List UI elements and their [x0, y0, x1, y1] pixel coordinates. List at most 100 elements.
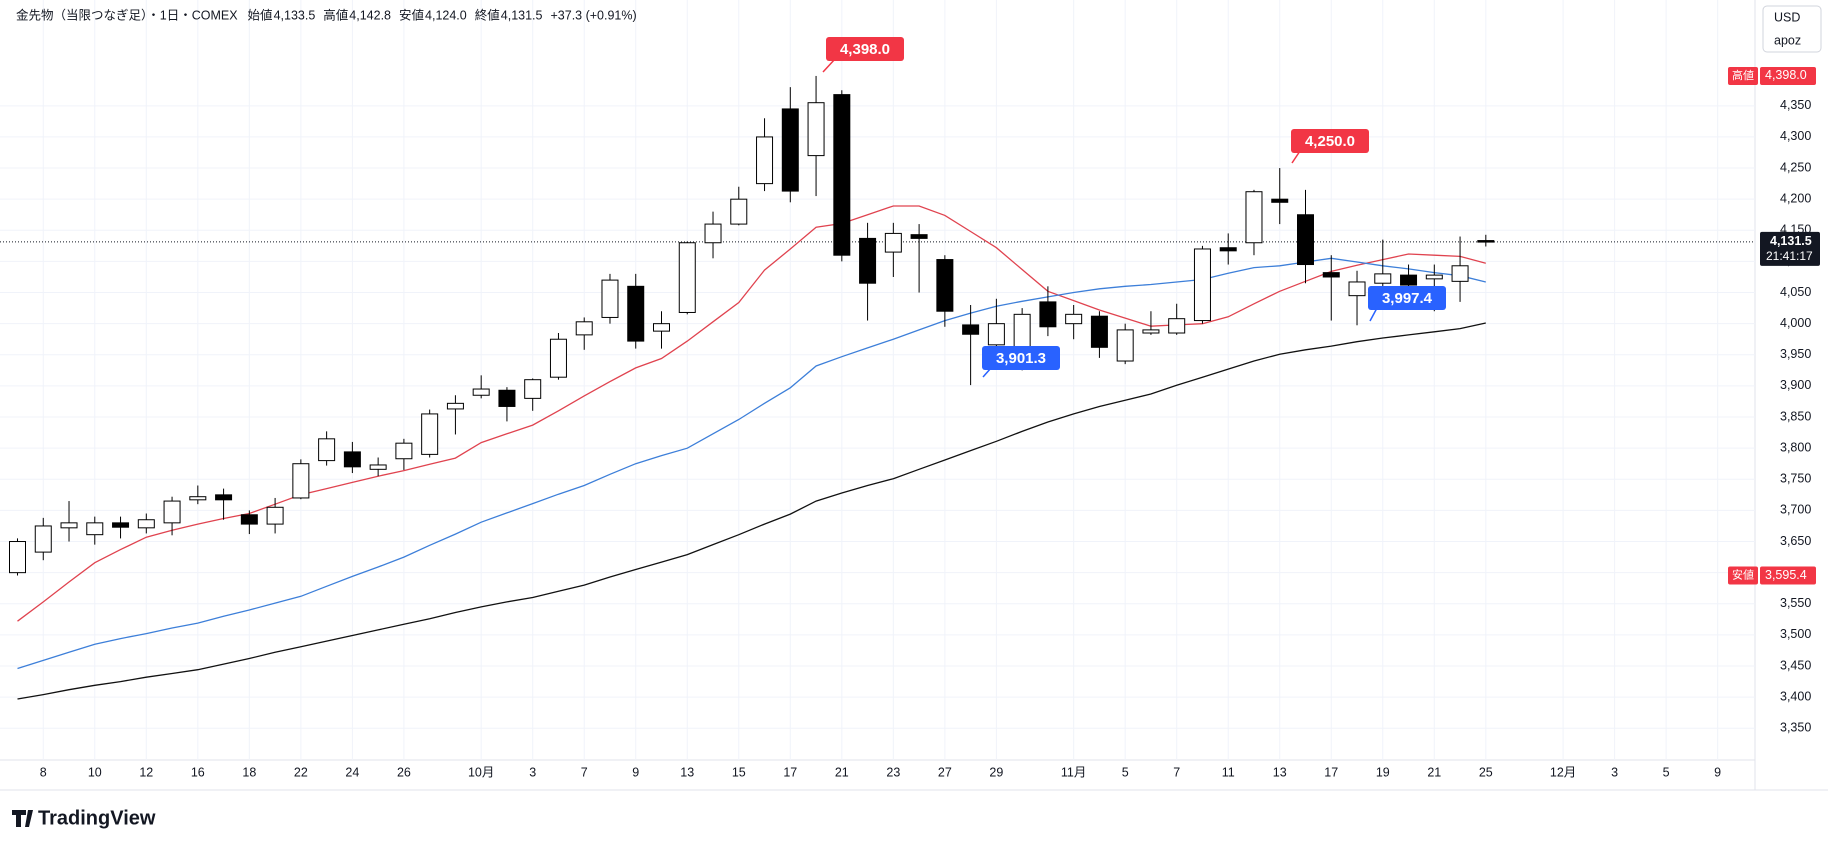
y-tick-label: 3,800 [1780, 440, 1811, 454]
x-tick-label: 11月 [1061, 765, 1086, 779]
candle-body [421, 413, 439, 455]
callout-box [982, 346, 1060, 370]
x-tick-label: 7 [581, 765, 588, 779]
y-tick-label: 3,450 [1780, 658, 1811, 672]
y-tick-label: 3,700 [1780, 503, 1811, 517]
candle-body [240, 514, 258, 525]
currency: USD [1774, 10, 1800, 24]
x-tick-label: 3 [529, 765, 536, 779]
x-tick-label: 5 [1663, 765, 1670, 779]
candle-body [549, 338, 567, 378]
candle-body [34, 525, 52, 553]
ma-line [17, 205, 1486, 622]
x-tick-label: 19 [1376, 765, 1390, 779]
brand-logo[interactable]: TradingView [12, 807, 156, 829]
legend-value: 4,131.5 [501, 8, 543, 22]
x-tick-label: 21 [1427, 765, 1441, 779]
callout-box [1368, 286, 1446, 310]
candle-body [678, 242, 696, 313]
candle-body [1245, 191, 1263, 244]
y-tick-label: 4,350 [1780, 98, 1811, 112]
x-tick-label: 24 [345, 765, 359, 779]
x-tick-label: 13 [680, 765, 694, 779]
current-price-value: 4,131.5 [1770, 234, 1812, 248]
current-price-bg [1760, 231, 1820, 266]
badge-value: 4,398.0 [1765, 68, 1807, 82]
candle-body [60, 522, 78, 529]
currency-box[interactable] [1762, 5, 1822, 53]
y-tick-label: 3,350 [1780, 721, 1811, 735]
candle-body [833, 94, 851, 256]
candle-body [987, 323, 1005, 346]
brand: TradingView [38, 807, 156, 829]
candle-body [756, 136, 774, 185]
y-tick-label: 3,950 [1780, 347, 1811, 361]
callout-label: 4,250.0 [1305, 133, 1355, 150]
candle-body [704, 223, 722, 244]
legend-name: 高値 [323, 7, 348, 22]
legend-change: +37.3 (+0.91%) [550, 8, 636, 22]
price-badge: 高値 4,398.0 [1728, 66, 1816, 85]
x-tick-label: 9 [632, 765, 639, 779]
candle-body [446, 402, 464, 410]
y-tick-label: 3,550 [1780, 596, 1811, 610]
current-price-time: 21:41:17 [1766, 249, 1813, 263]
x-tick-label: 16 [191, 765, 205, 779]
candle-body [318, 438, 336, 462]
candle-body [1168, 318, 1186, 334]
x-tick-label: 25 [1479, 765, 1493, 779]
legend-name: 始値 [248, 7, 273, 22]
candle-body [910, 234, 928, 239]
y-tick-label: 3,400 [1780, 689, 1811, 703]
candle-body [575, 321, 593, 336]
candle-body [1090, 315, 1108, 348]
legend-value: 4,124.0 [425, 8, 467, 22]
callout-label: 4,398.0 [840, 41, 890, 58]
candle-body [395, 442, 413, 460]
y-tick-label: 4,050 [1780, 285, 1811, 299]
candle-body [962, 324, 980, 335]
x-tick-label: 22 [294, 765, 308, 779]
candle-body [1193, 248, 1211, 322]
candle-body [884, 232, 902, 253]
x-tick-label: 10月 [468, 765, 494, 779]
candle-body [343, 451, 361, 468]
candle-body [163, 500, 181, 524]
candle-body [653, 323, 670, 332]
callout-label: 3,901.3 [996, 350, 1046, 367]
badge-name: 安値 [1732, 567, 1754, 581]
candle-body [1219, 247, 1237, 252]
candle-body [1425, 274, 1443, 280]
y-tick-label: 3,850 [1780, 409, 1811, 423]
user: apoz [1774, 33, 1801, 47]
logo-icon [12, 810, 33, 827]
candle-body [1322, 272, 1340, 278]
candle-body [859, 237, 877, 284]
y-tick-label: 3,750 [1780, 472, 1811, 486]
candle-body [1271, 198, 1289, 203]
callout: 3,901.3 [982, 346, 1060, 378]
callout-pointer [822, 58, 836, 73]
badge-name: 高値 [1732, 68, 1754, 82]
badge-name-bg [1728, 566, 1758, 585]
candle-body [215, 494, 233, 501]
y-tick-label: 4,250 [1780, 160, 1811, 174]
x-tick-label: 17 [1324, 765, 1338, 779]
candle-body [112, 522, 130, 528]
candle-body [86, 522, 104, 536]
x-tick-label: 26 [397, 765, 411, 779]
callout: 4,398.0 [822, 37, 904, 73]
candle-body [472, 388, 490, 396]
plot-layer [0, 0, 1828, 791]
x-tick-label: 11 [1222, 765, 1235, 779]
candle-body [627, 285, 645, 342]
candle-body [369, 464, 387, 470]
x-tick-label: 27 [938, 765, 952, 779]
candle-body [936, 259, 954, 312]
y-tick-label: 3,650 [1780, 534, 1811, 548]
candle-body [266, 506, 284, 525]
x-tick-label: 15 [732, 765, 746, 779]
candle-body [807, 102, 825, 157]
x-tick-label: 7 [1173, 765, 1180, 779]
